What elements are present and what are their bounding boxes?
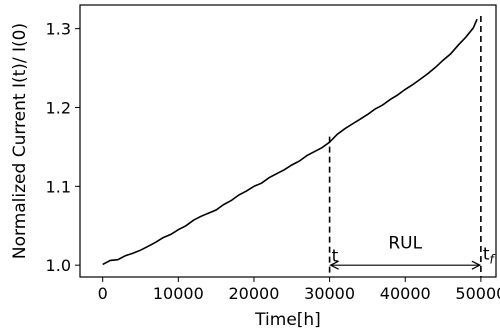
- x-tick-label: 0: [98, 284, 108, 303]
- rul-label: RUL: [388, 233, 422, 253]
- series-line: [102, 18, 478, 266]
- tf-subscript: f: [490, 252, 496, 266]
- x-tick-label: 30000: [304, 284, 355, 303]
- rul-arrow-head-left: [329, 260, 339, 270]
- y-axis-ticks: 1.0 1.1 1.2 1.3: [46, 20, 80, 275]
- x-tick-label: 10000: [153, 284, 204, 303]
- marker-lines: [328, 16, 482, 277]
- t-annotation: t: [332, 247, 339, 267]
- tf-annotation: tf: [483, 244, 496, 266]
- plot-frame: [79, 4, 497, 278]
- y-axis-label: Normalized Current I(t)/ I(0): [10, 23, 30, 259]
- x-tick-label: 40000: [380, 284, 431, 303]
- rul-arrow: [329, 260, 482, 270]
- y-tick-label: 1.3: [46, 20, 71, 39]
- rul-arrow-head-right: [471, 260, 482, 270]
- y-tick-label: 1.1: [46, 177, 71, 196]
- x-axis-ticks: 0 10000 20000 30000 40000 50000: [98, 277, 500, 303]
- x-tick-label: 50000: [455, 284, 500, 303]
- x-tick-label: 20000: [229, 284, 280, 303]
- y-tick-label: 1.0: [46, 256, 71, 275]
- x-axis-label: Time[h]: [254, 310, 321, 329]
- y-tick-label: 1.2: [46, 98, 71, 117]
